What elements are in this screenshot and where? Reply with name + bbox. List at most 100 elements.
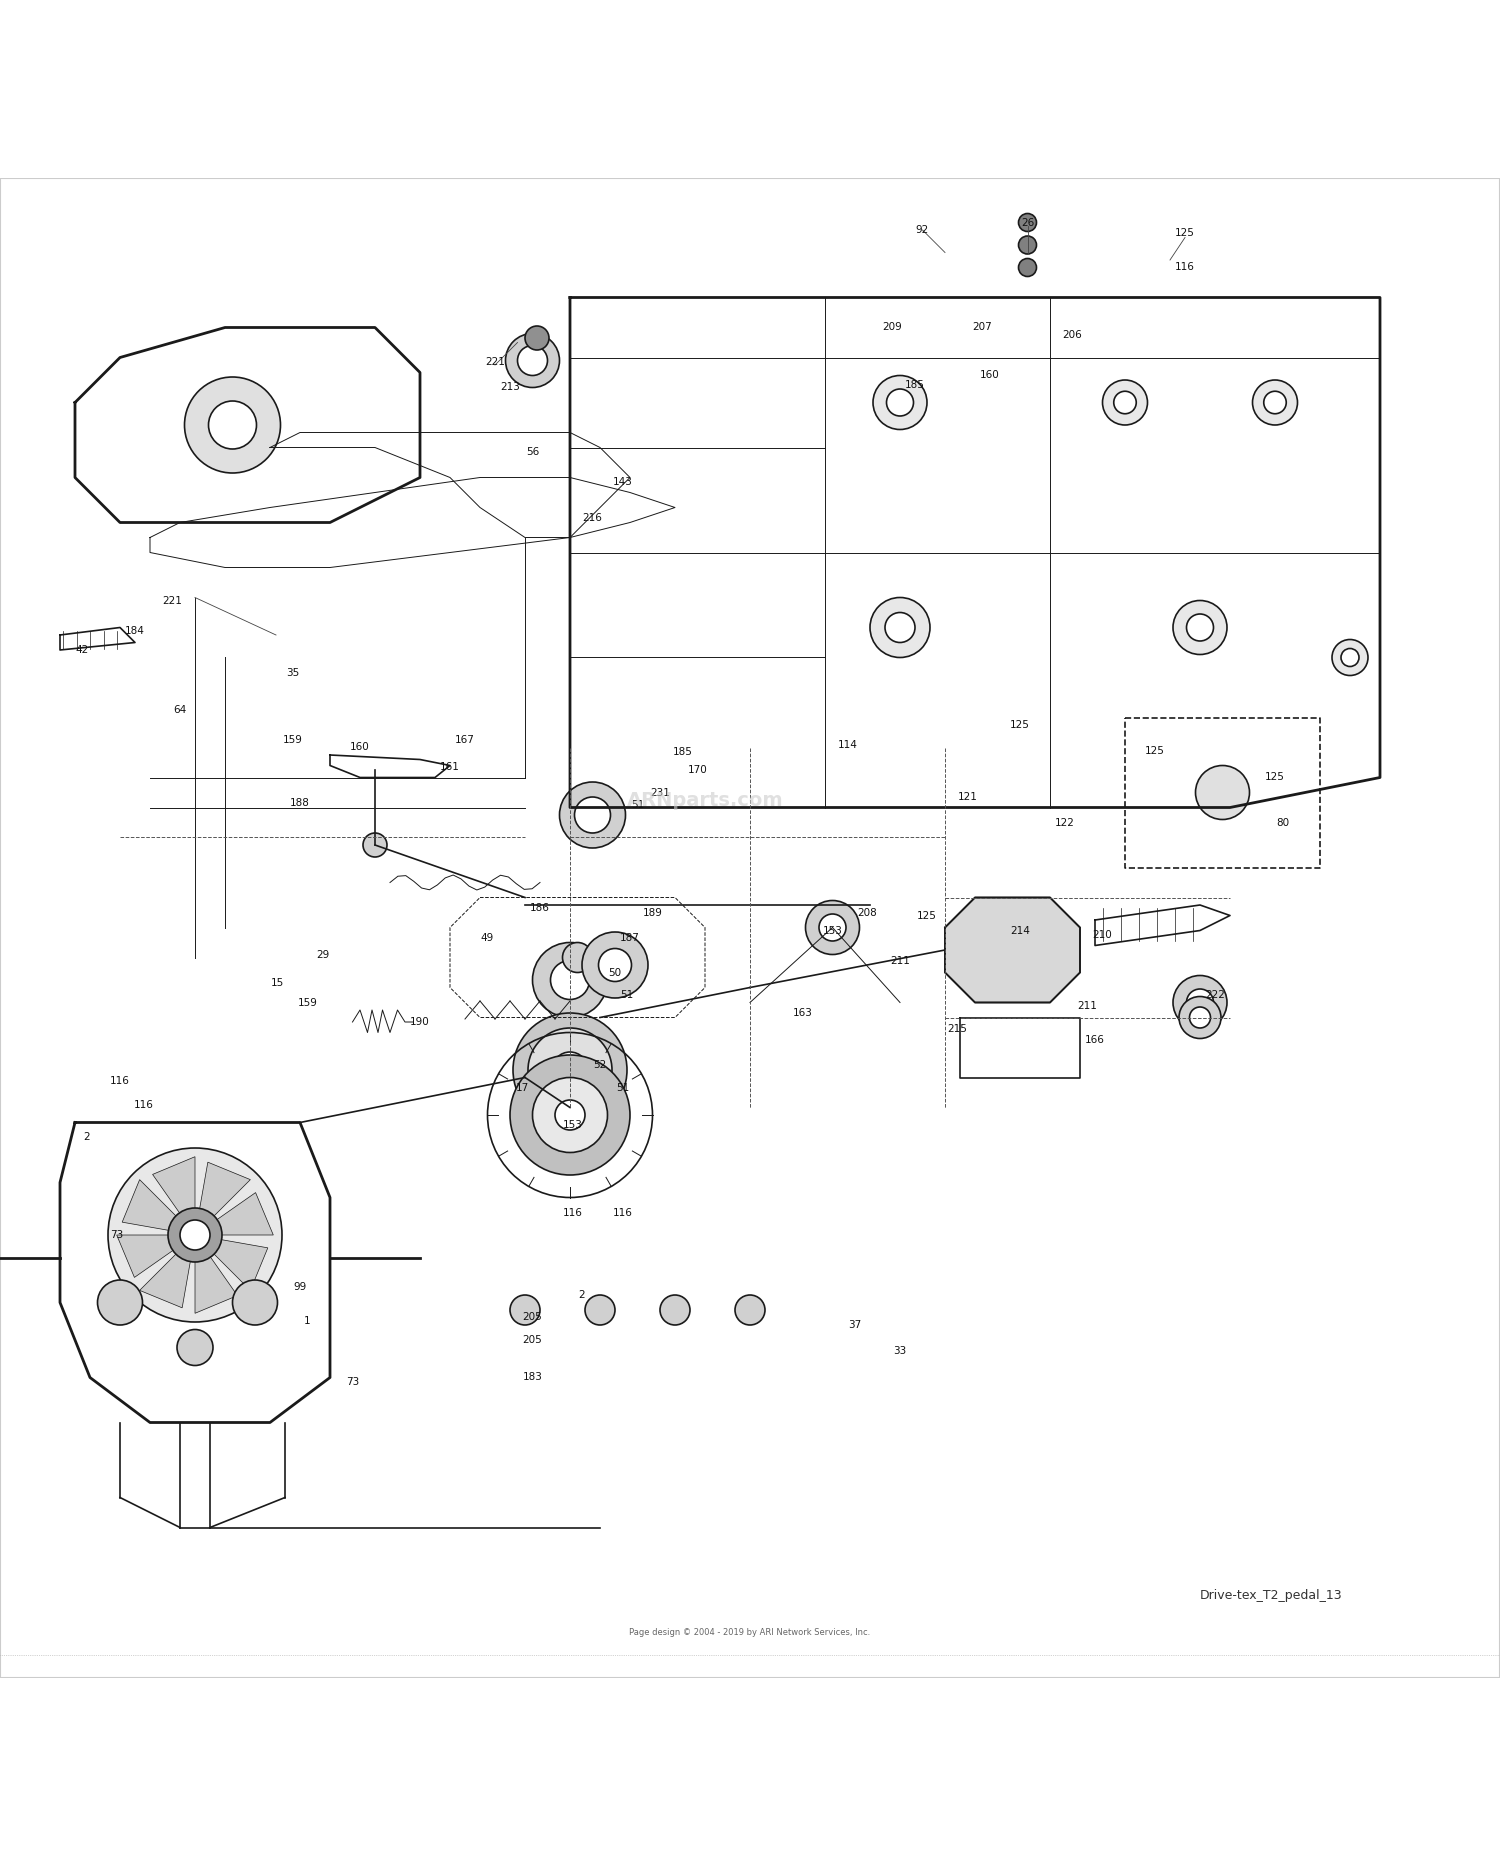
Text: 159: 159: [297, 998, 318, 1007]
Circle shape: [108, 1148, 282, 1323]
Polygon shape: [195, 1163, 250, 1235]
Circle shape: [562, 942, 592, 972]
Text: Page design © 2004 - 2019 by ARI Network Services, Inc.: Page design © 2004 - 2019 by ARI Network…: [630, 1629, 870, 1636]
Text: 15: 15: [272, 978, 284, 989]
Circle shape: [1173, 601, 1227, 655]
Circle shape: [232, 1280, 278, 1324]
Text: 73: 73: [346, 1376, 358, 1388]
Circle shape: [1179, 996, 1221, 1039]
Circle shape: [513, 1013, 627, 1128]
Polygon shape: [153, 1158, 195, 1235]
Text: 184: 184: [124, 625, 146, 636]
Circle shape: [552, 1052, 588, 1089]
Text: 33: 33: [894, 1345, 906, 1356]
Text: Drive-tex_T2_pedal_13: Drive-tex_T2_pedal_13: [1200, 1588, 1342, 1601]
Text: 35: 35: [286, 668, 298, 677]
Text: 114: 114: [837, 740, 858, 749]
Text: 37: 37: [849, 1321, 861, 1330]
Circle shape: [870, 597, 930, 657]
Text: 187: 187: [620, 933, 640, 942]
Text: 49: 49: [482, 933, 494, 942]
Circle shape: [168, 1208, 222, 1261]
Text: 50: 50: [609, 968, 621, 978]
Text: 116: 116: [612, 1208, 633, 1217]
Text: 205: 205: [522, 1313, 543, 1323]
Text: 213: 213: [500, 382, 520, 393]
Text: 190: 190: [410, 1017, 430, 1028]
Text: 26: 26: [1022, 217, 1034, 228]
Text: 160: 160: [350, 742, 370, 753]
Text: 99: 99: [294, 1282, 306, 1293]
Circle shape: [582, 931, 648, 998]
Circle shape: [873, 375, 927, 430]
Text: 170: 170: [687, 764, 708, 775]
Text: 211: 211: [1077, 1000, 1098, 1011]
Circle shape: [1186, 989, 1214, 1017]
Text: 167: 167: [454, 735, 476, 746]
Text: 166: 166: [1084, 1035, 1106, 1044]
Circle shape: [363, 833, 387, 857]
Text: 159: 159: [282, 735, 303, 746]
Text: 42: 42: [76, 646, 88, 655]
Polygon shape: [195, 1193, 273, 1235]
Circle shape: [1332, 640, 1368, 675]
Text: 116: 116: [562, 1208, 584, 1217]
Text: 143: 143: [612, 477, 633, 488]
Circle shape: [1252, 380, 1298, 425]
Text: 52: 52: [594, 1061, 606, 1070]
Text: 51: 51: [621, 991, 633, 1000]
Circle shape: [660, 1295, 690, 1324]
Text: 221: 221: [162, 595, 183, 605]
Text: 188: 188: [290, 798, 310, 809]
Text: 125: 125: [1144, 746, 1166, 755]
Text: 153: 153: [562, 1120, 584, 1130]
Text: 186: 186: [530, 903, 550, 913]
Text: 222: 222: [1204, 991, 1225, 1000]
Circle shape: [1102, 380, 1148, 425]
Circle shape: [1019, 213, 1036, 232]
Text: 125: 125: [1010, 720, 1031, 731]
Text: 183: 183: [522, 1373, 543, 1382]
Text: 214: 214: [1010, 926, 1031, 935]
Text: 209: 209: [882, 323, 903, 332]
Circle shape: [555, 1100, 585, 1130]
Circle shape: [550, 961, 590, 1000]
Polygon shape: [195, 1235, 237, 1313]
Circle shape: [1173, 976, 1227, 1030]
Text: 51: 51: [632, 800, 644, 809]
Text: 56: 56: [526, 447, 538, 456]
Text: 160: 160: [980, 371, 1000, 380]
Text: 125: 125: [1264, 772, 1286, 783]
Text: ARNparts.com: ARNparts.com: [627, 790, 783, 809]
Circle shape: [1190, 1007, 1210, 1028]
Polygon shape: [122, 1180, 195, 1235]
Circle shape: [506, 334, 560, 388]
Circle shape: [885, 612, 915, 642]
Polygon shape: [195, 1235, 268, 1291]
Text: 116: 116: [110, 1076, 130, 1085]
Circle shape: [518, 345, 548, 375]
Text: 1: 1: [304, 1315, 310, 1326]
Text: 64: 64: [174, 705, 186, 714]
Text: 125: 125: [1174, 228, 1196, 237]
Circle shape: [735, 1295, 765, 1324]
Text: 17: 17: [516, 1083, 528, 1093]
Circle shape: [532, 942, 608, 1018]
Circle shape: [560, 783, 626, 848]
Text: 80: 80: [1276, 818, 1288, 827]
Text: 185: 185: [672, 748, 693, 757]
Circle shape: [184, 377, 280, 473]
Text: 121: 121: [957, 792, 978, 801]
Text: 210: 210: [1092, 929, 1113, 940]
Text: 2: 2: [84, 1133, 90, 1143]
Circle shape: [598, 948, 632, 981]
Text: 207: 207: [972, 323, 993, 332]
Circle shape: [525, 326, 549, 351]
Circle shape: [1341, 649, 1359, 666]
Circle shape: [98, 1280, 142, 1324]
Circle shape: [1113, 391, 1137, 414]
Circle shape: [1019, 258, 1036, 276]
Text: 153: 153: [822, 926, 843, 935]
Circle shape: [510, 1055, 630, 1174]
Circle shape: [1019, 236, 1036, 254]
